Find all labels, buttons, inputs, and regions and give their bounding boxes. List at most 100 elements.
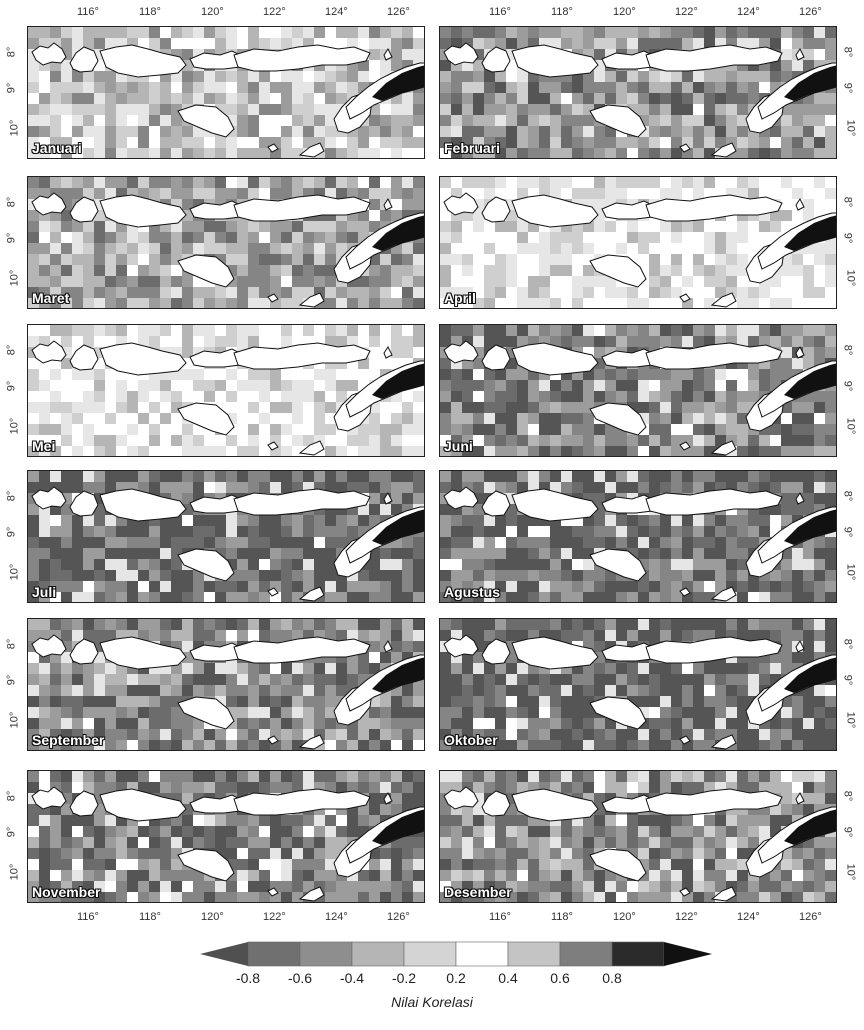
longitude-tick: 118°	[139, 911, 161, 923]
map-panel-mei: Mei	[27, 324, 425, 457]
island-outlines	[31, 634, 424, 750]
longitude-tick: 116°	[489, 911, 511, 923]
map-panel-desember: Desember	[439, 770, 837, 903]
month-label: Januari	[32, 140, 82, 156]
island-outlines	[443, 634, 836, 750]
colorbar-left-arrow	[200, 942, 248, 966]
correlation-map	[440, 771, 836, 902]
correlation-map	[440, 27, 836, 158]
colorbar-segment	[247, 941, 301, 967]
longitude-tick: 124°	[325, 911, 348, 923]
timor-leste-mask	[784, 363, 836, 399]
island-outlines	[443, 192, 836, 308]
longitude-tick: 124°	[737, 6, 760, 18]
map-panel-november: November	[27, 770, 425, 903]
correlation-grid	[28, 619, 424, 750]
colorbar-tick-label: 0.8	[602, 970, 622, 986]
colorbar-tick-label: -0.4	[339, 970, 365, 986]
timor-leste-mask	[372, 809, 424, 845]
month-label: April	[444, 290, 476, 306]
longitude-tick: 122°	[675, 911, 698, 923]
correlation-map	[28, 27, 424, 158]
correlation-map	[440, 325, 836, 456]
month-label: September	[32, 732, 105, 748]
longitude-tick: 124°	[737, 911, 760, 923]
timor-leste-mask	[784, 657, 836, 693]
colorbar-segment	[351, 941, 405, 967]
longitude-tick: 122°	[675, 6, 698, 18]
month-label: Juni	[444, 438, 473, 454]
correlation-grid	[28, 27, 424, 158]
map-panel-januari: Januari	[27, 26, 425, 159]
longitude-tick: 122°	[263, 911, 286, 923]
longitude-tick: 120°	[613, 911, 636, 923]
timor-leste-mask	[784, 65, 836, 101]
map-panel-februari: Februari	[439, 26, 837, 159]
colorbar-segment	[507, 941, 561, 967]
correlation-map	[28, 771, 424, 902]
month-label: Oktober	[444, 732, 498, 748]
longitude-tick: 124°	[325, 6, 348, 18]
longitude-tick: 118°	[551, 6, 573, 18]
island-outlines	[443, 786, 836, 902]
colorbar-segment	[403, 941, 457, 967]
colorbar-tick-label: 0.4	[498, 970, 518, 986]
timor-leste-mask	[372, 509, 424, 545]
longitude-tick: 116°	[77, 6, 99, 18]
correlation-map	[440, 619, 836, 750]
longitude-tick: 126°	[387, 6, 410, 18]
colorbar-segment	[299, 941, 353, 967]
timor-leste-mask	[372, 657, 424, 693]
longitude-tick: 126°	[799, 6, 822, 18]
timor-leste-mask	[784, 215, 836, 251]
map-panel-juni: Juni	[439, 324, 837, 457]
colorbar-tick-label: 0.6	[550, 970, 570, 986]
longitude-tick: 126°	[387, 911, 410, 923]
correlation-map	[28, 325, 424, 456]
longitude-tick: 122°	[263, 6, 286, 18]
longitude-tick: 120°	[201, 6, 224, 18]
correlation-map	[28, 619, 424, 750]
colorbar-tick-label: -0.8	[235, 970, 261, 986]
month-label: Desember	[444, 884, 512, 900]
month-label: Februari	[444, 140, 501, 156]
island-outlines	[31, 786, 424, 902]
island-outlines	[31, 340, 424, 456]
timor-leste-mask	[784, 509, 836, 545]
map-panel-maret: Maret	[27, 176, 425, 309]
correlation-map	[440, 177, 836, 308]
correlation-map	[28, 177, 424, 308]
longitude-tick: 118°	[551, 911, 573, 923]
map-panel-juli: Juli	[27, 470, 425, 603]
colorbar-tick-label: -0.6	[287, 970, 313, 986]
longitude-tick: 116°	[77, 911, 99, 923]
map-panel-september: September	[27, 618, 425, 751]
island-outlines	[443, 42, 836, 158]
month-label: Agustus	[444, 584, 500, 600]
correlation-map	[440, 471, 836, 602]
timor-leste-mask	[372, 215, 424, 251]
island-outlines	[31, 192, 424, 308]
month-label: Mei	[32, 438, 56, 454]
map-panel-oktober: Oktober	[439, 618, 837, 751]
longitude-tick: 120°	[613, 6, 636, 18]
island-outlines	[31, 486, 424, 602]
island-outlines	[443, 486, 836, 602]
colorbar-right-arrow	[664, 942, 712, 966]
longitude-tick: 126°	[799, 911, 822, 923]
island-outlines	[31, 42, 424, 158]
map-panel-agustus: Agustus	[439, 470, 837, 603]
timor-leste-mask	[372, 65, 424, 101]
longitude-tick: 116°	[489, 6, 511, 18]
month-label: November	[32, 884, 101, 900]
colorbar-segment	[559, 941, 613, 967]
timor-leste-mask	[372, 363, 424, 399]
longitude-tick: 118°	[139, 6, 161, 18]
month-label: Juli	[32, 584, 57, 600]
correlation-map	[28, 471, 424, 602]
colorbar-tick-label: 0.2	[446, 970, 466, 986]
longitude-tick: 120°	[201, 911, 224, 923]
map-panel-april: April	[439, 176, 837, 309]
colorbar-segment	[611, 941, 665, 967]
